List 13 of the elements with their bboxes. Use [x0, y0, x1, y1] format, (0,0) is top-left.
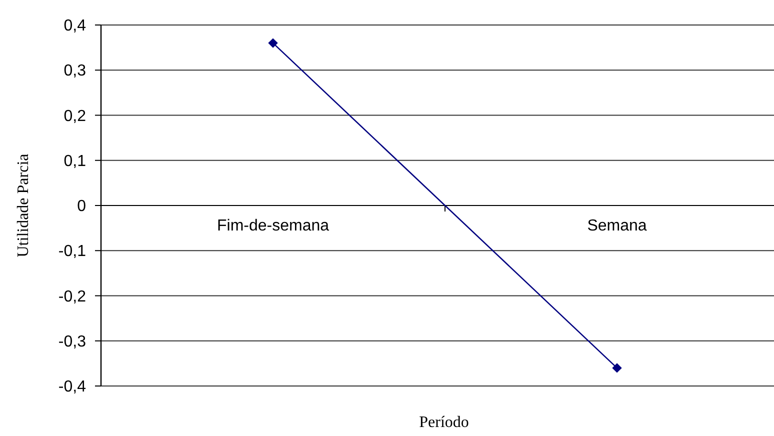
y-tick-label: -0,1: [58, 243, 86, 260]
y-tick-label: 0,1: [64, 152, 86, 170]
y-tick-label: 0: [77, 198, 86, 216]
y-tick-label: 0,4: [64, 18, 86, 35]
y-tick-label: -0,4: [58, 378, 86, 396]
y-tick-label: 0,3: [64, 62, 86, 80]
x-tick-label: Semana: [587, 218, 647, 234]
x-axis-title: Período: [419, 414, 469, 431]
x-tick-label: Fim-de-semana: [216, 218, 330, 234]
y-tick-label: -0,3: [58, 333, 86, 350]
y-tick-label: -0,2: [58, 288, 86, 306]
y-tick-label: 0,2: [64, 108, 86, 125]
y-axis-title: Utilidade Parcia: [15, 154, 32, 258]
